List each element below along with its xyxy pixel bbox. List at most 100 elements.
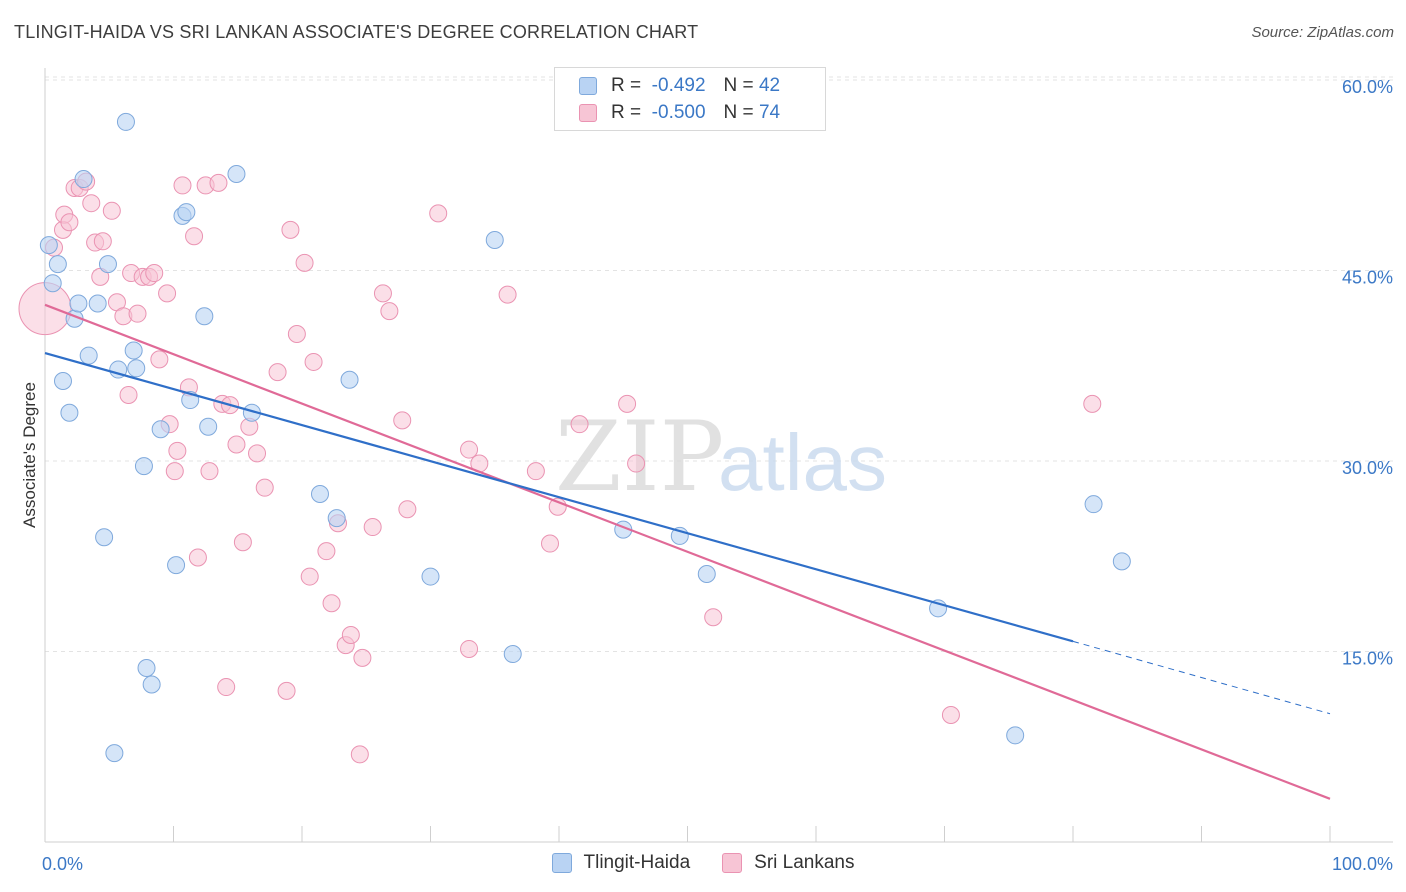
sri-lankans-point <box>102 201 121 220</box>
sri-lankans-point <box>460 440 479 459</box>
sri-lankans-point <box>341 625 360 644</box>
sri-lankans-point <box>350 745 369 764</box>
sri-lankans-point <box>281 220 300 239</box>
tlingit-haida-point <box>116 112 135 131</box>
tlingit-haida-point <box>1112 552 1131 571</box>
sri-lankans-point <box>168 441 187 460</box>
sri-lankans-point <box>165 462 184 481</box>
tlingit-haida-point <box>79 346 98 365</box>
tlingit-haida-point <box>227 164 246 183</box>
sri-lankans-point <box>353 648 372 667</box>
tlingit-haida-point <box>88 294 107 313</box>
tlingit-haida-point <box>177 203 196 222</box>
sri-lankans-point <box>373 284 392 303</box>
tlingit-haida-point <box>134 457 153 476</box>
tlingit-haida-point <box>127 359 146 378</box>
sri-lankans-point <box>304 352 323 371</box>
series-legend: Tlingit-Haida Sri Lankans <box>0 852 1406 874</box>
tick-labels: 15.0% 30.0% 45.0% 60.0% 0.0% 100.0% <box>42 77 1393 874</box>
sri-lankans-point <box>380 302 399 321</box>
y-tick-label-2: 45.0% <box>1342 268 1393 288</box>
legend-item-tlingit-haida: Tlingit-Haida <box>551 852 691 874</box>
sri-lankans-point <box>460 639 479 658</box>
source-label: Source: ZipAtlas.com <box>1251 24 1394 41</box>
y-axis-label: Associate's Degree <box>20 382 39 528</box>
tlingit-haida-point <box>98 255 117 274</box>
tlingit-haida-point <box>167 556 186 575</box>
legend-label-tlingit-haida: Tlingit-Haida <box>583 852 691 873</box>
sri-lankans-point <box>322 594 341 613</box>
x-tick-label-max: 100.0% <box>1332 854 1393 874</box>
sri-lankans-point <box>363 518 382 537</box>
sri-lankans-point <box>200 462 219 481</box>
chart-title: TLINGIT-HAIDA VS SRI LANKAN ASSOCIATE'S … <box>14 22 699 42</box>
sri-lankans-point <box>429 204 448 223</box>
sri-lankans-point <box>287 325 306 343</box>
sri-lankans-point <box>119 385 138 404</box>
y-tick-label-1: 30.0% <box>1342 458 1393 478</box>
sri-lankans-point <box>150 350 169 369</box>
tlingit-haida-point <box>53 371 72 390</box>
stats-legend: R = -0.492 N = 42 R = -0.500 N = 74 <box>554 67 826 131</box>
tlingit-haida-point <box>95 528 114 547</box>
sri-lankans-point <box>498 285 517 304</box>
sri-lankans-point <box>398 500 417 519</box>
grid-lines <box>45 76 1393 652</box>
tlingit-haida-point <box>327 509 346 528</box>
sri-lankans-point <box>526 462 545 481</box>
legend-swatch-blue <box>579 77 597 95</box>
tlingit-haida-point <box>60 403 79 422</box>
legend-row-tlingit-haida: R = -0.492 N = 42 <box>579 74 780 98</box>
legend-r-label: R = <box>611 75 642 96</box>
sri-lankans-point <box>295 253 314 272</box>
tlingit-haida-point <box>697 565 716 584</box>
legend-row-sri-lankans: R = -0.500 N = 74 <box>579 101 780 125</box>
series-tlingit-haida-points <box>39 112 1131 763</box>
axes <box>44 68 1393 843</box>
sri-lankans-point <box>255 478 274 497</box>
trend-lines <box>44 303 1331 800</box>
sri-lankans-point <box>60 213 79 232</box>
tlingit-haida-point <box>48 255 67 274</box>
tlingit-haida-point <box>310 485 329 504</box>
legend-r-value: -0.492 <box>651 75 706 96</box>
sri-lankans-point <box>618 394 637 413</box>
sri-lankans-point <box>268 363 287 382</box>
tlingit-haida-point <box>137 659 156 678</box>
legend-r-value: -0.500 <box>651 102 706 123</box>
tlingit-haida-point <box>142 675 161 694</box>
tlingit-haida-point <box>195 307 214 326</box>
sri-lankans-point <box>93 232 112 251</box>
sri-lankans-point <box>704 608 723 627</box>
sri-lankans-point <box>248 444 267 463</box>
y-tick-label-0: 15.0% <box>1342 649 1393 669</box>
sri-lankans-point <box>158 284 177 303</box>
sri-lankans-point <box>941 706 960 724</box>
tlingit-haida-point <box>485 231 504 250</box>
legend-swatch-pink <box>579 104 597 122</box>
sri-lankans-point <box>627 454 646 473</box>
tlingit-haida-point <box>124 341 143 360</box>
sri-lankans-point <box>393 411 412 430</box>
tlingit-haida-point <box>151 420 170 439</box>
tlingit-haida-point <box>69 294 88 313</box>
sri-lankans-point <box>570 415 589 434</box>
sri-lankans-point <box>188 548 207 567</box>
sri-lankans-point <box>233 533 252 552</box>
legend-n-value: 42 <box>758 75 781 96</box>
series-sri-lankans-points <box>18 172 1102 764</box>
legend-swatch-pink <box>722 853 743 873</box>
sri-lankans-point <box>128 304 147 323</box>
sri-lankans-point <box>277 681 296 700</box>
tlingit-haida-trend-line <box>44 351 1074 643</box>
sri-lankans-point <box>173 176 192 195</box>
watermark-atlas: atlas <box>718 418 887 507</box>
tlingit-haida-point <box>74 170 93 189</box>
sri-lankans-point <box>185 227 204 246</box>
legend-n-label: N = <box>723 75 754 96</box>
tlingit-haida-point <box>43 274 62 293</box>
sri-lankans-point <box>18 282 72 336</box>
sri-lankans-point <box>82 194 101 213</box>
sri-lankans-point <box>209 173 228 192</box>
